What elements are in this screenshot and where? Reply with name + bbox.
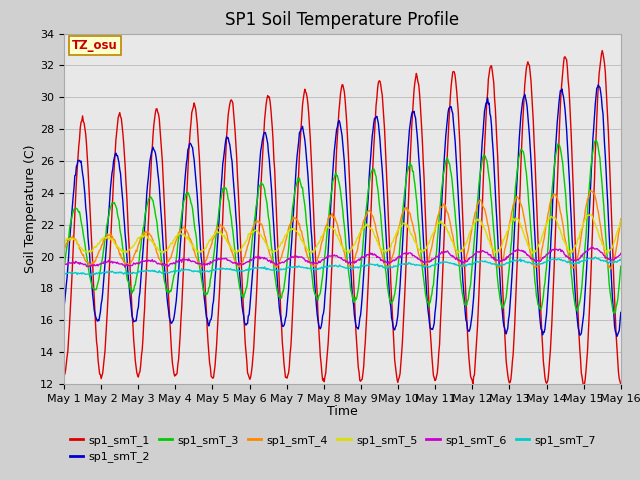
- sp1_smT_4: [607, 266, 614, 272]
- sp1_smT_3: [617, 263, 625, 269]
- Y-axis label: Soil Temperature (C): Soil Temperature (C): [24, 144, 37, 273]
- Line: sp1_smT_2: sp1_smT_2: [64, 85, 621, 336]
- sp1_smT_4: [60, 247, 68, 252]
- sp1_smT_3: [70, 206, 78, 212]
- sp1_smT_3: [426, 299, 434, 305]
- sp1_smT_2: [214, 242, 221, 248]
- sp1_smT_1: [184, 168, 192, 173]
- sp1_smT_1: [70, 228, 78, 234]
- sp1_smT_5: [127, 245, 135, 251]
- sp1_smT_7: [428, 263, 435, 269]
- sp1_smT_2: [613, 334, 621, 339]
- sp1_smT_3: [184, 190, 192, 195]
- sp1_smT_2: [127, 306, 135, 312]
- sp1_smT_2: [410, 108, 418, 114]
- sp1_smT_7: [60, 271, 68, 276]
- sp1_smT_5: [428, 234, 435, 240]
- sp1_smT_4: [617, 216, 625, 222]
- sp1_smT_1: [598, 48, 606, 53]
- sp1_smT_5: [411, 239, 419, 245]
- Line: sp1_smT_4: sp1_smT_4: [64, 191, 621, 269]
- sp1_smT_2: [184, 146, 192, 152]
- sp1_smT_7: [88, 272, 96, 278]
- sp1_smT_4: [127, 258, 135, 264]
- sp1_smT_1: [426, 329, 434, 335]
- sp1_smT_5: [70, 236, 78, 242]
- sp1_smT_1: [580, 383, 588, 389]
- sp1_smT_7: [591, 254, 599, 260]
- sp1_smT_6: [617, 251, 625, 256]
- sp1_smT_4: [214, 225, 221, 230]
- sp1_smT_5: [60, 240, 68, 245]
- sp1_smT_4: [184, 230, 192, 236]
- X-axis label: Time: Time: [327, 405, 358, 418]
- sp1_smT_6: [185, 256, 193, 262]
- Text: TZ_osu: TZ_osu: [72, 39, 118, 52]
- sp1_smT_6: [70, 260, 78, 266]
- sp1_smT_1: [617, 382, 625, 387]
- sp1_smT_4: [587, 188, 595, 193]
- Line: sp1_smT_5: sp1_smT_5: [64, 215, 621, 253]
- sp1_smT_7: [185, 266, 193, 272]
- sp1_smT_2: [60, 304, 68, 310]
- Line: sp1_smT_3: sp1_smT_3: [64, 140, 621, 313]
- sp1_smT_3: [127, 287, 135, 293]
- sp1_smT_6: [122, 264, 129, 270]
- sp1_smT_7: [411, 262, 419, 268]
- sp1_smT_2: [426, 325, 434, 331]
- sp1_smT_6: [411, 253, 419, 259]
- Line: sp1_smT_6: sp1_smT_6: [64, 247, 621, 267]
- sp1_smT_2: [595, 82, 602, 88]
- sp1_smT_7: [617, 257, 625, 263]
- sp1_smT_3: [610, 311, 618, 316]
- sp1_smT_3: [60, 264, 68, 269]
- sp1_smT_7: [128, 271, 136, 276]
- sp1_smT_1: [60, 371, 68, 377]
- sp1_smT_4: [70, 237, 78, 243]
- sp1_smT_7: [214, 266, 222, 272]
- sp1_smT_4: [410, 228, 418, 234]
- sp1_smT_5: [617, 217, 625, 223]
- sp1_smT_3: [592, 137, 600, 143]
- sp1_smT_6: [60, 261, 68, 267]
- sp1_smT_5: [587, 212, 595, 217]
- sp1_smT_1: [127, 295, 135, 300]
- sp1_smT_5: [233, 251, 241, 256]
- sp1_smT_5: [214, 228, 221, 234]
- sp1_smT_3: [410, 176, 418, 181]
- sp1_smT_2: [70, 185, 78, 191]
- sp1_smT_5: [184, 236, 192, 242]
- Line: sp1_smT_1: sp1_smT_1: [64, 50, 621, 386]
- sp1_smT_1: [410, 87, 418, 93]
- sp1_smT_3: [214, 222, 221, 228]
- sp1_smT_6: [128, 263, 136, 268]
- sp1_smT_6: [428, 258, 435, 264]
- sp1_smT_4: [426, 250, 434, 255]
- Legend: sp1_smT_1, sp1_smT_2, sp1_smT_3, sp1_smT_4, sp1_smT_5, sp1_smT_6, sp1_smT_7: sp1_smT_1, sp1_smT_2, sp1_smT_3, sp1_smT…: [70, 435, 596, 462]
- Title: SP1 Soil Temperature Profile: SP1 Soil Temperature Profile: [225, 11, 460, 29]
- sp1_smT_1: [214, 328, 221, 334]
- sp1_smT_6: [588, 244, 595, 250]
- sp1_smT_6: [214, 255, 222, 261]
- sp1_smT_7: [70, 270, 78, 276]
- sp1_smT_2: [617, 310, 625, 315]
- Line: sp1_smT_7: sp1_smT_7: [64, 257, 621, 275]
